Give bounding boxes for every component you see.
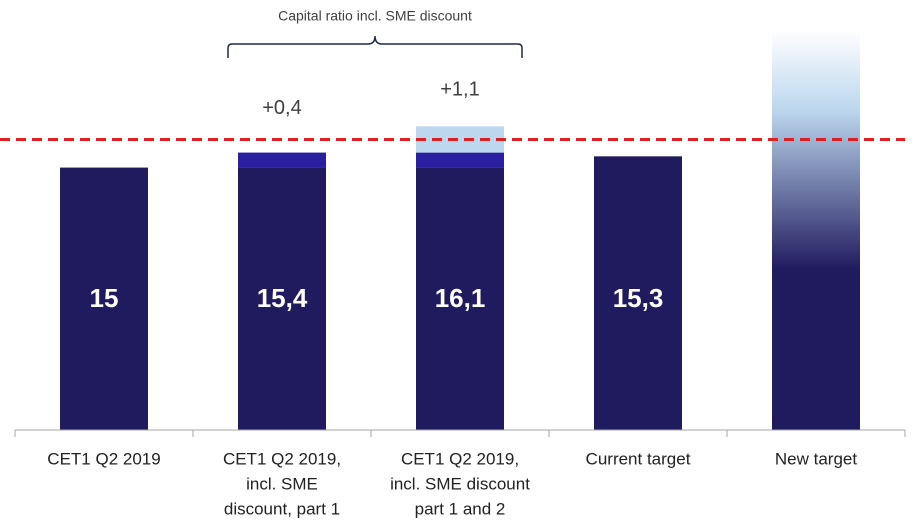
- x-tick-label: New target: [775, 449, 857, 468]
- x-tick-label: incl. SME: [246, 474, 318, 493]
- bracket-label: Capital ratio incl. SME discount: [278, 8, 472, 24]
- bar-segment: [416, 126, 504, 153]
- bracket: [227, 35, 523, 58]
- bar-segment: [238, 167, 326, 430]
- x-tick-label: part 1 and 2: [415, 499, 506, 518]
- annotation: +0,4: [262, 97, 301, 119]
- value-label: 15,3: [613, 283, 664, 313]
- annotation: +1,1: [440, 79, 479, 101]
- x-tick-label: CET1 Q2 2019,: [401, 449, 519, 468]
- x-tick-label: discount, part 1: [224, 499, 340, 518]
- bar-segment: [416, 152, 504, 168]
- bar-segment: [416, 167, 504, 430]
- bar-segment: [594, 156, 682, 431]
- value-label: 15,4: [257, 283, 308, 313]
- x-tick-label: incl. SME discount: [390, 474, 530, 493]
- x-tick-label: Current target: [586, 449, 691, 468]
- value-label: 15: [90, 283, 119, 313]
- bar-segment: [60, 167, 148, 430]
- x-tick-label: CET1 Q2 2019: [47, 449, 160, 468]
- bar-segment: [238, 152, 326, 168]
- x-tick-label: CET1 Q2 2019,: [223, 449, 341, 468]
- new-target-bar: [772, 30, 860, 430]
- value-label: 16,1: [435, 283, 486, 313]
